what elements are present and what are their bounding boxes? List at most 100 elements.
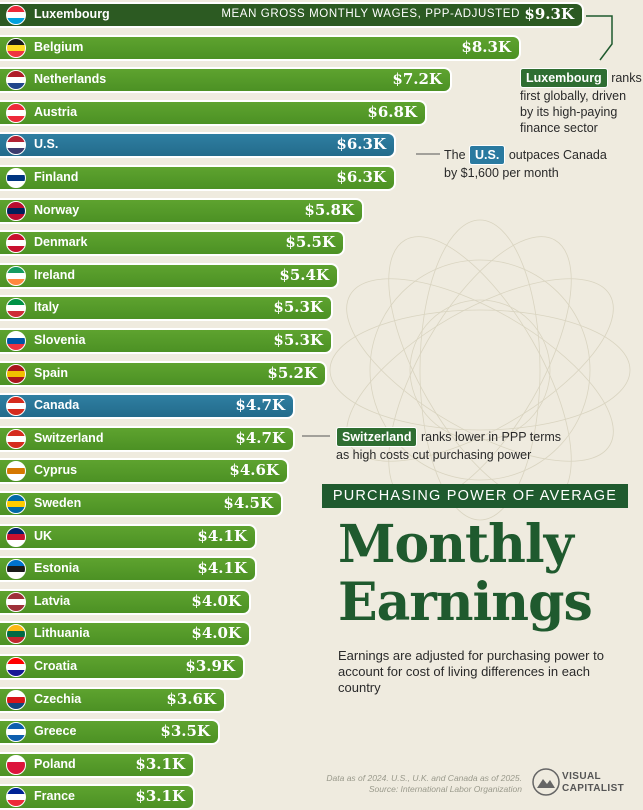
bar-slovenia	[0, 328, 333, 354]
bar-label-luxembourg: Luxembourg	[34, 7, 110, 21]
bar-finland	[0, 165, 396, 191]
annotation-switzerland-text-1: ranks lower in PPP terms	[420, 430, 562, 444]
bar-lithuania	[0, 621, 251, 648]
flag-ireland-icon	[6, 265, 26, 286]
bar-row-austria: Austria $6.8K	[0, 99, 427, 126]
annotation-luxembourg-tag: Luxembourg	[520, 68, 608, 88]
bar-uk	[0, 523, 257, 550]
source-line-2: Source: International Labor Organization	[368, 784, 522, 794]
flag-u-s-icon	[6, 135, 26, 156]
bar-value-latvia: $4.0K	[191, 591, 241, 610]
bar-label-lithuania: Lithuania	[34, 626, 90, 641]
flag-netherlands-icon	[6, 70, 26, 91]
title-line-1: Monthly	[338, 514, 574, 575]
bar-row-italy: Italy $5.3K	[0, 295, 333, 322]
bar-value-sweden: $4.5K	[223, 494, 273, 512]
bar-cyprus	[0, 458, 289, 485]
bar-row-poland: Poland $3.1K	[0, 751, 195, 778]
bar-value-spain: $5.2K	[267, 363, 317, 382]
bar-label-croatia: Croatia	[34, 659, 78, 673]
bar-austria	[0, 99, 427, 126]
bar-label-poland: Poland	[34, 756, 76, 771]
bar-value-cyprus: $4.6K	[229, 461, 279, 480]
bar-denmark	[0, 230, 345, 257]
bar-value-switzerland: $4.7K	[235, 428, 285, 447]
bar-value-luxembourg: $9.3K	[524, 5, 574, 23]
flag-slovenia-icon	[6, 331, 26, 351]
bar-norway	[0, 197, 364, 224]
bar-value-denmark: $5.5K	[285, 233, 335, 252]
bar-label-czechia: Czechia	[34, 691, 82, 706]
bar-row-netherlands: Netherlands $7.2K	[0, 67, 452, 94]
bar-value-croatia: $3.9K	[185, 657, 235, 675]
bar-label-switzerland: Switzerland	[34, 430, 104, 445]
flag-uk-icon	[6, 526, 26, 547]
bar-switzerland	[0, 425, 295, 452]
flag-poland-icon	[6, 754, 26, 775]
flag-canada-icon	[6, 396, 26, 417]
bar-row-sweden: Sweden $4.5K	[0, 491, 283, 517]
flag-finland-icon	[6, 168, 26, 188]
bar-row-greece: Greece $3.5K	[0, 719, 220, 746]
bar-label-spain: Spain	[34, 365, 69, 380]
bar-luxembourg	[0, 2, 584, 28]
bar-value-belgium: $8.3K	[461, 37, 511, 56]
flag-sweden-icon	[6, 494, 26, 514]
title-line-2: Earnings	[338, 572, 593, 633]
flag-luxembourg-icon	[6, 5, 26, 25]
bar-latvia	[0, 588, 251, 615]
value-note: MEAN GROSS MONTHLY WAGES, PPP-ADJUSTED	[221, 8, 520, 20]
bar-label-greece: Greece	[34, 724, 77, 739]
bar-row-belgium: Belgium $8.3K	[0, 34, 521, 61]
bar-row-ireland: Ireland $5.4K	[0, 262, 339, 289]
bar-value-netherlands: $7.2K	[392, 70, 442, 89]
annotation-luxembourg-text-3: by its high-paying	[520, 105, 618, 119]
flag-cyprus-icon	[6, 461, 26, 482]
bar-canada	[0, 393, 295, 420]
annotation-switzerland-text-2: as high costs cut purchasing power	[336, 448, 532, 462]
bar-croatia	[0, 654, 245, 680]
bar-u-s	[0, 132, 396, 159]
bar-row-norway: Norway $5.8K	[0, 197, 364, 224]
bar-value-canada: $4.7K	[235, 396, 285, 415]
flag-belgium-icon	[6, 37, 26, 58]
bar-label-netherlands: Netherlands	[34, 72, 107, 87]
bar-label-denmark: Denmark	[34, 235, 88, 250]
annotation-us: The U.S. outpaces Canada by $1,600 per m…	[444, 145, 607, 181]
bar-row-switzerland: Switzerland $4.7K	[0, 425, 295, 452]
bar-estonia	[0, 556, 257, 583]
bar-row-france: France $3.1K	[0, 784, 195, 810]
source-note: Data as of 2024. U.S., U.K. and Canada a…	[312, 773, 522, 795]
flag-spain-icon	[6, 363, 26, 384]
chart-subtitle: PURCHASING POWER OF AVERAGE	[332, 488, 618, 504]
flag-greece-icon	[6, 722, 26, 743]
bar-sweden	[0, 491, 283, 517]
bar-label-france: France	[34, 789, 75, 804]
flag-latvia-icon	[6, 591, 26, 612]
visual-capitalist-logo: VISUAL CAPITALIST	[532, 768, 637, 798]
bar-label-austria: Austria	[34, 104, 78, 119]
annotation-luxembourg-text-1: ranks	[611, 71, 642, 85]
bar-label-norway: Norway	[34, 202, 80, 217]
bar-row-czechia: Czechia $3.6K	[0, 686, 226, 713]
logo-text-line-2: CAPITALIST	[562, 783, 625, 794]
logo-text-line-1: VISUAL	[562, 771, 602, 782]
bar-row-u-s: U.S. $6.3K	[0, 132, 396, 159]
bar-label-cyprus: Cyprus	[34, 463, 78, 478]
bar-value-austria: $6.8K	[367, 102, 417, 121]
flag-denmark-icon	[6, 233, 26, 254]
bar-czechia	[0, 686, 226, 713]
flag-italy-icon	[6, 298, 26, 319]
bar-row-finland: Finland $6.3K	[0, 165, 396, 191]
annotation-luxembourg-text-4: finance sector	[520, 121, 598, 135]
flag-switzerland-icon	[6, 428, 26, 449]
annotation-us-prefix: The	[444, 148, 466, 162]
bar-value-ireland: $5.4K	[279, 265, 329, 284]
bar-label-belgium: Belgium	[34, 39, 84, 54]
bar-label-latvia: Latvia	[34, 593, 71, 608]
bar-label-u-s: U.S.	[34, 137, 59, 152]
bar-greece	[0, 719, 220, 746]
bar-belgium	[0, 34, 521, 61]
bar-spain	[0, 360, 327, 387]
